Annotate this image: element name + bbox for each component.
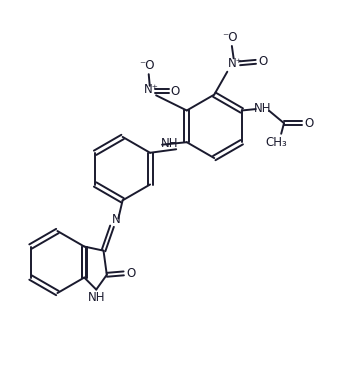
Text: N⁺: N⁺ (228, 57, 242, 70)
Text: ⁻O: ⁻O (222, 31, 238, 44)
Text: O: O (258, 55, 267, 68)
Text: O: O (171, 85, 180, 98)
Text: N: N (112, 213, 121, 226)
Text: NH: NH (254, 102, 272, 115)
Text: NH: NH (160, 137, 178, 150)
Text: N⁺: N⁺ (144, 83, 159, 96)
Text: NH: NH (87, 291, 105, 304)
Text: CH₃: CH₃ (265, 136, 287, 149)
Text: ⁻O: ⁻O (139, 59, 155, 72)
Text: O: O (126, 267, 135, 280)
Text: O: O (304, 117, 313, 130)
